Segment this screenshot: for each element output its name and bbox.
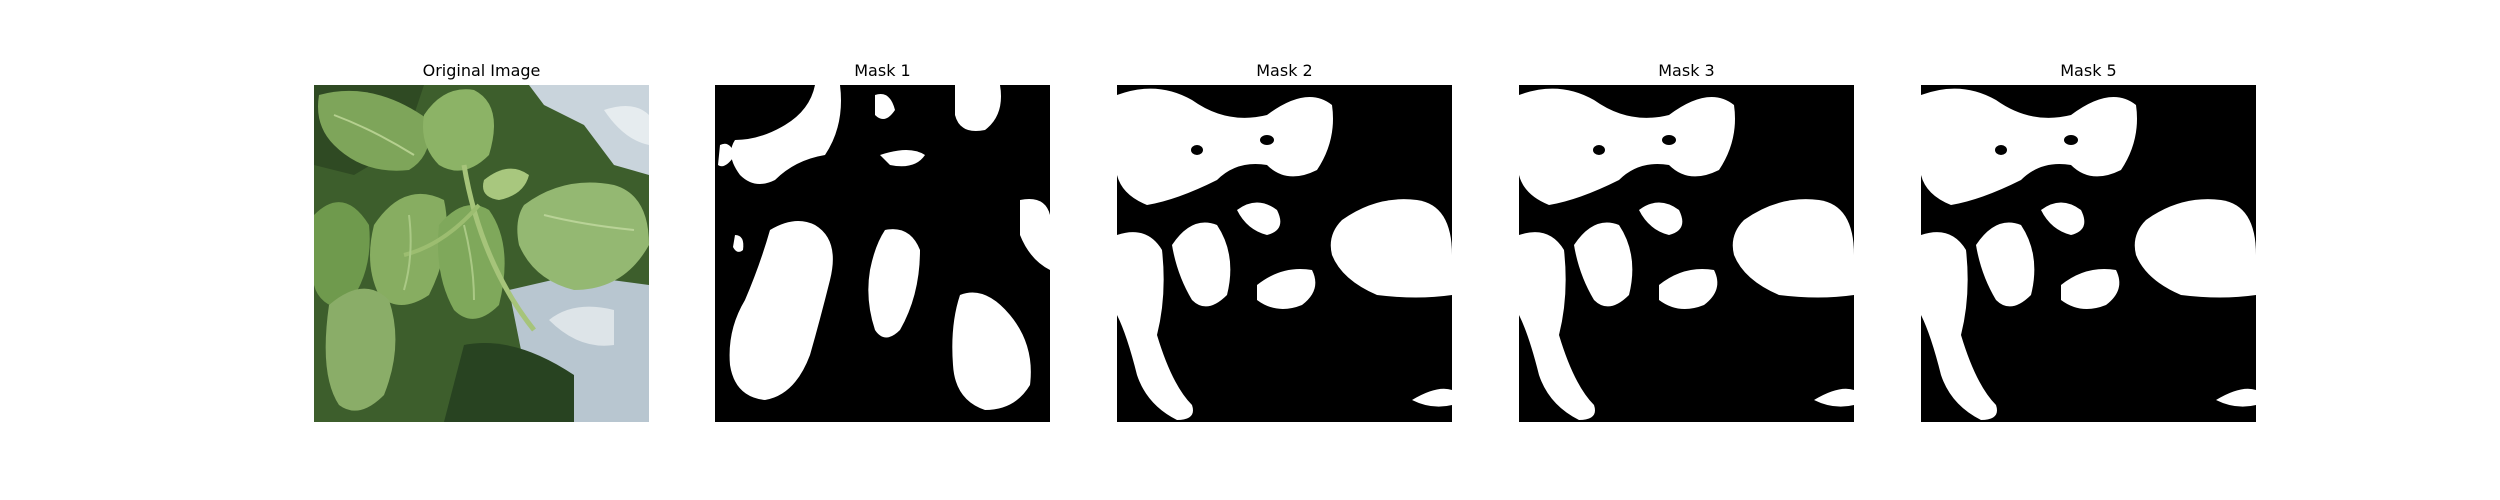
panel-mask-3: Mask 3: [1519, 60, 1854, 422]
panel-mask-1: Mask 1: [715, 60, 1050, 422]
panel-mask-5: Mask 5: [1921, 60, 2256, 422]
segmentation-mask: [1519, 85, 1854, 422]
panel-title: Mask 1: [854, 61, 911, 80]
segmentation-mask: [1921, 85, 2256, 422]
panel-original-image: Original Image: [314, 60, 649, 422]
panel-mask-2: Mask 2: [1117, 60, 1452, 422]
plant-photo: [314, 85, 649, 422]
segmentation-mask: [715, 85, 1050, 422]
leaf-shape: [318, 90, 430, 171]
panel-title: Mask 3: [1658, 61, 1715, 80]
panel-title: Original Image: [422, 61, 541, 80]
panel-title: Mask 2: [1256, 61, 1313, 80]
segmentation-mask: [1117, 85, 1452, 422]
panel-title: Mask 5: [2060, 61, 2117, 80]
